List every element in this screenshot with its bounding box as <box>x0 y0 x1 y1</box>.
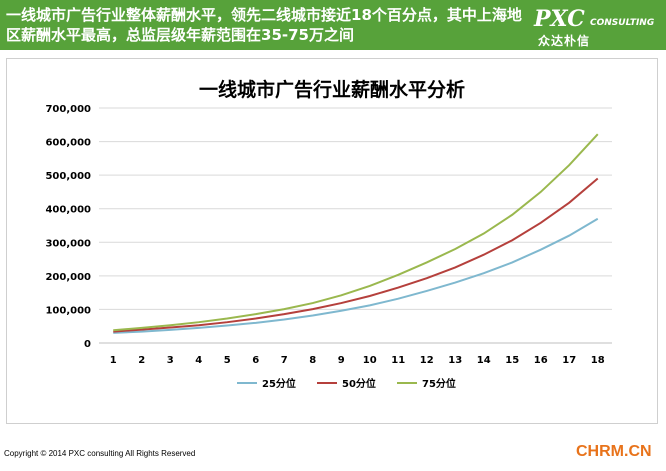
header-banner: 一线城市广告行业整体薪酬水平，领先二线城市接近18个百分点，其中上海地区薪酬水平… <box>0 0 666 50</box>
x-tick-label: 15 <box>505 355 519 366</box>
x-tick-label: 1 <box>110 355 117 366</box>
y-tick-label: 200,000 <box>45 272 91 283</box>
site-watermark: CHRM.CN <box>576 443 652 460</box>
y-tick-label: 500,000 <box>45 171 91 182</box>
logo-brand: PXC <box>534 6 585 32</box>
x-tick-label: 17 <box>562 355 576 366</box>
x-tick-label: 14 <box>477 355 491 366</box>
chart-title: 一线城市广告行业薪酬水平分析 <box>198 79 465 101</box>
x-tick-label: 8 <box>309 355 316 366</box>
logo-cn: 众达朴信 <box>538 34 591 48</box>
legend-label: 75分位 <box>422 377 456 390</box>
x-tick-label: 5 <box>224 355 231 366</box>
logo-sub: CONSULTING <box>590 18 655 28</box>
y-tick-label: 0 <box>84 339 91 350</box>
chart-frame: 一线城市广告行业薪酬水平分析 0 100,000 200,000 300,000 400… <box>6 58 658 424</box>
y-tick-label: 100,000 <box>45 305 91 316</box>
legend-label: 25分位 <box>262 377 296 390</box>
x-tick-label: 12 <box>420 355 434 366</box>
y-tick-label: 700,000 <box>45 104 91 115</box>
legend-label: 50分位 <box>342 377 376 390</box>
series-line-3 <box>113 133 599 332</box>
copyright: Copyright © 2014 PXC consulting All Righ… <box>4 449 196 458</box>
pxc-logo: PXC CONSULTING 众达朴信 <box>532 6 662 48</box>
y-tick-label: 600,000 <box>45 138 91 149</box>
x-tick-label: 6 <box>252 355 259 366</box>
y-tick-label: 300,000 <box>45 238 91 249</box>
x-tick-label: 16 <box>534 355 548 366</box>
x-tick-label: 7 <box>281 355 288 366</box>
x-tick-label: 11 <box>391 355 405 366</box>
y-tick-label: 400,000 <box>45 205 91 216</box>
line-chart: 0 100,000 200,000 300,000 400,000 500,000 600,… <box>45 104 612 390</box>
series-line-2 <box>113 177 599 333</box>
headline: 一线城市广告行业整体薪酬水平，领先二线城市接近18个百分点，其中上海地区薪酬水平… <box>6 6 522 44</box>
x-tick-label: 3 <box>167 355 174 366</box>
x-tick-label: 4 <box>195 355 202 366</box>
x-tick-label: 13 <box>448 355 462 366</box>
x-tick-label: 10 <box>363 355 377 366</box>
x-tick-label: 18 <box>591 355 605 366</box>
x-tick-label: 9 <box>338 355 345 366</box>
x-tick-label: 2 <box>138 355 145 366</box>
series-line-1 <box>113 217 599 334</box>
